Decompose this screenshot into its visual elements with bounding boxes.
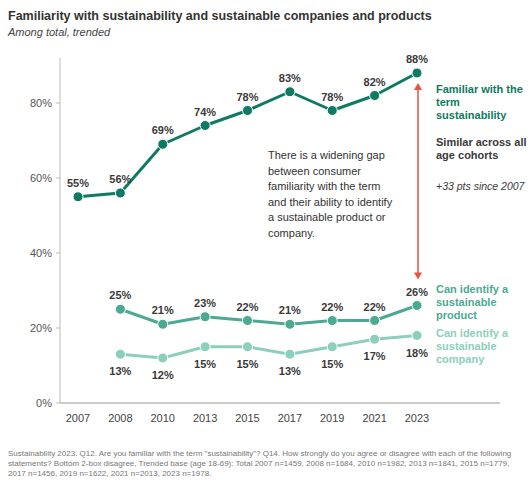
data-label: 15% <box>236 358 258 370</box>
series-marker <box>243 106 253 116</box>
data-label: 15% <box>321 358 343 370</box>
series-marker <box>285 319 295 329</box>
series-marker <box>158 319 168 329</box>
series-marker <box>285 349 295 359</box>
y-tick-label: 20% <box>30 322 52 334</box>
series-marker <box>115 349 125 359</box>
x-tick-label: 2013 <box>193 412 217 424</box>
series-marker <box>200 342 210 352</box>
plot-area <box>73 68 422 363</box>
y-tick-label: 0% <box>36 397 52 409</box>
series-marker <box>243 316 253 326</box>
x-tick-label: 2017 <box>278 412 302 424</box>
y-axis-line <box>60 58 61 403</box>
y-tick <box>56 328 60 329</box>
data-label: 88% <box>406 53 428 65</box>
series-marker <box>200 121 210 131</box>
x-tick-label: 2023 <box>405 412 429 424</box>
gap-arrow <box>417 88 419 275</box>
page: Familiarity with sustainability and sust… <box>0 0 531 498</box>
legend-entry: Can identify a sustainable company <box>436 326 530 365</box>
annotation: +33 pts since 2007 <box>436 180 530 193</box>
y-tick-label: 40% <box>30 247 52 259</box>
series-marker <box>158 139 168 149</box>
data-label: 13% <box>109 365 131 377</box>
series-marker <box>200 312 210 322</box>
data-label: 83% <box>279 72 301 84</box>
subtitle: Among total, trended <box>7 26 111 38</box>
footnote: Sustainability 2023. Q12. Are you famili… <box>8 449 523 479</box>
chart-svg: Familiarity with sustainability and sust… <box>0 0 531 498</box>
x-axis-line <box>60 403 500 404</box>
y-tick-label: 60% <box>30 172 52 184</box>
series-marker <box>285 87 295 97</box>
y-tick <box>56 253 60 254</box>
data-label: 22% <box>364 301 386 313</box>
series-marker <box>243 342 253 352</box>
chart-stage: Familiarity with sustainability and sust… <box>0 0 531 498</box>
x-tick-label: 2015 <box>235 412 259 424</box>
gap-arrow-head <box>414 83 422 90</box>
data-label: 23% <box>194 297 216 309</box>
annotation: Similar across all age cohorts <box>436 136 530 162</box>
data-label: 25% <box>109 289 131 301</box>
x-tick-label: 2008 <box>108 412 132 424</box>
data-label: 26% <box>406 286 428 298</box>
data-label: 82% <box>364 76 386 88</box>
legend-entry: Familiar with the term sustainability <box>436 83 530 122</box>
series-marker <box>327 106 337 116</box>
series-marker <box>115 304 125 314</box>
data-label: 74% <box>194 106 216 118</box>
x-tick-label: 2021 <box>362 412 386 424</box>
x-tick-label: 2010 <box>151 412 175 424</box>
data-label: 12% <box>152 369 174 381</box>
data-label: 22% <box>321 301 343 313</box>
x-tick-label: 2019 <box>320 412 344 424</box>
series-marker <box>370 334 380 344</box>
title: Familiarity with sustainability and sust… <box>8 9 432 23</box>
data-label: 78% <box>321 91 343 103</box>
data-labels: 55% 56% 69% 74% 78% 83% 78% 82% 88% 25% 21% 23% 22% 2… <box>67 53 428 381</box>
data-label: 56% <box>109 173 131 185</box>
data-label: 15% <box>194 358 216 370</box>
y-tick <box>56 403 60 404</box>
gap-arrow-head <box>414 273 422 280</box>
series-marker <box>158 353 168 363</box>
data-label: 21% <box>279 304 301 316</box>
x-tick-label: 2007 <box>66 412 90 424</box>
series-marker <box>73 192 83 202</box>
legend-entry: Can identify a sustainable product <box>436 282 530 321</box>
data-label: 78% <box>236 91 258 103</box>
series-marker <box>412 331 422 341</box>
y-tick <box>56 178 60 179</box>
data-label: 55% <box>67 177 89 189</box>
y-tick-label: 80% <box>30 97 52 109</box>
series-marker <box>370 316 380 326</box>
data-label: 13% <box>279 365 301 377</box>
data-label: 17% <box>364 350 386 362</box>
annotation-box: There is a widening gap between consumer… <box>268 148 400 241</box>
series-marker <box>115 188 125 198</box>
data-label: 69% <box>152 124 174 136</box>
series-marker <box>412 301 422 311</box>
series-marker <box>370 91 380 101</box>
series-marker <box>327 316 337 326</box>
y-tick <box>56 103 60 104</box>
series-marker <box>412 68 422 78</box>
data-label: 18% <box>406 347 428 359</box>
series-marker <box>327 342 337 352</box>
data-label: 21% <box>152 304 174 316</box>
data-label: 22% <box>236 301 258 313</box>
